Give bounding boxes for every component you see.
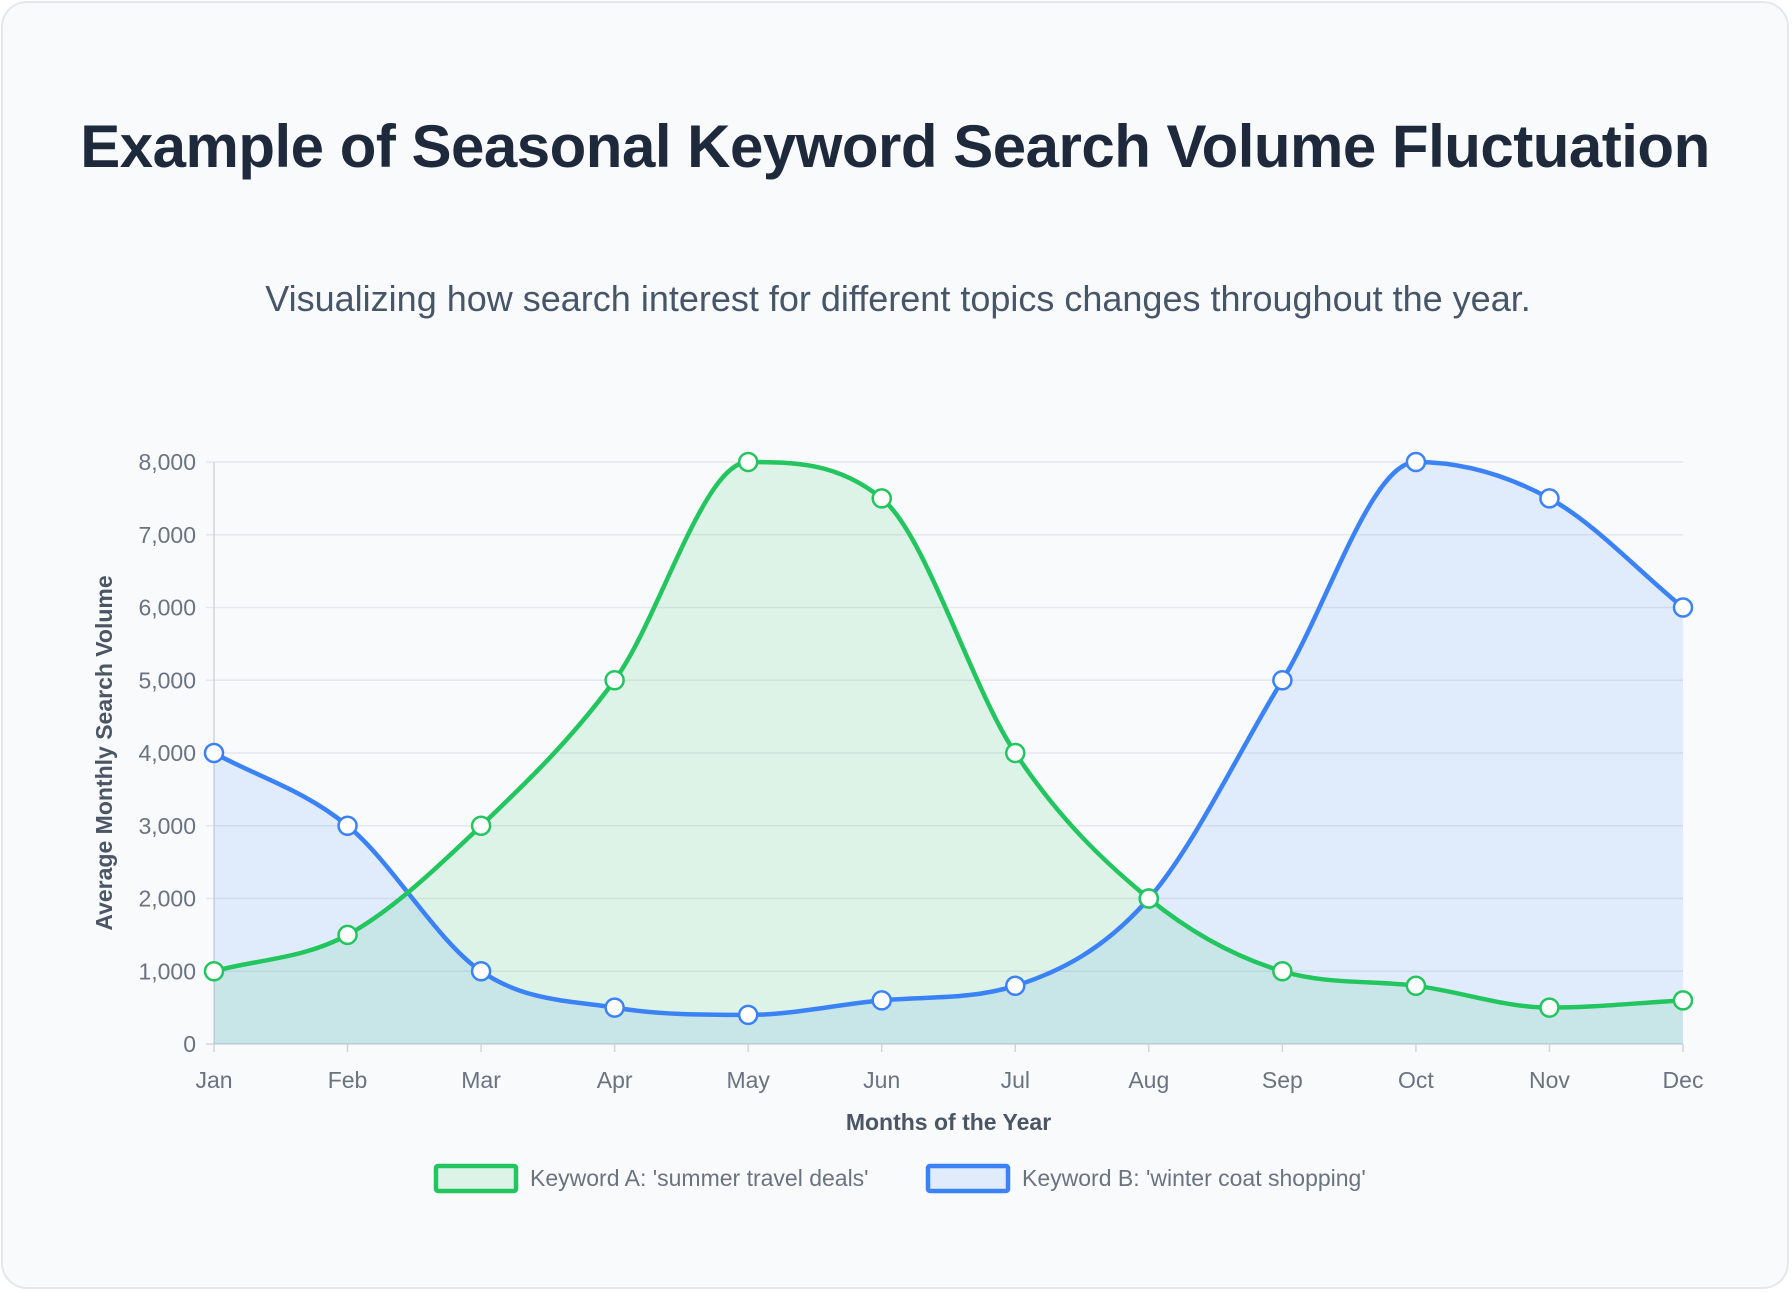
x-tick-label: Dec — [1663, 1067, 1704, 1093]
data-point — [337, 815, 358, 836]
series-areas — [214, 462, 1683, 1044]
data-point — [1405, 451, 1427, 473]
series-area — [214, 462, 1683, 1044]
data-point — [203, 742, 225, 764]
x-tick-label: Feb — [328, 1067, 368, 1093]
series-area — [214, 462, 1683, 1044]
data-point — [1005, 742, 1026, 764]
chart-subtitle: Visualizing how search interest for diff… — [265, 278, 1531, 319]
data-point — [1405, 975, 1427, 997]
legend-label: Keyword B: 'winter coat shopping' — [1022, 1165, 1366, 1191]
data-point — [1005, 975, 1026, 997]
x-tick-label: Nov — [1529, 1067, 1570, 1093]
data-point — [871, 488, 892, 509]
y-tick-label: 6,000 — [138, 595, 196, 621]
data-point — [337, 924, 358, 946]
data-point — [737, 1004, 759, 1026]
legend: Keyword A: 'summer travel deals' Keyword … — [433, 1163, 1366, 1194]
x-tick-label: Apr — [597, 1067, 633, 1093]
x-tick-label: Oct — [1398, 1067, 1434, 1093]
data-point — [871, 990, 892, 1011]
data-point — [604, 997, 625, 1018]
y-tick-label: 1,000 — [138, 958, 196, 984]
data-point — [604, 670, 625, 691]
y-tick-label: 5,000 — [138, 667, 196, 693]
x-tick-label: Jun — [863, 1067, 900, 1093]
x-axis-ticks: Jan Feb Mar Apr May Jun Jul Aug Sep Oct Nov Dec — [195, 1067, 1703, 1093]
y-tick-label: 0 — [183, 1031, 196, 1057]
x-tick-label: Jan — [195, 1067, 232, 1093]
x-tick-label: May — [726, 1067, 770, 1093]
y-tick-label: 8,000 — [138, 449, 196, 475]
data-point — [470, 961, 492, 982]
legend-swatch — [433, 1163, 519, 1194]
data-point — [1539, 488, 1560, 509]
data-point — [737, 451, 759, 473]
chart-title: Example of Seasonal Keyword Search Volum… — [80, 113, 1710, 180]
data-point — [1272, 961, 1293, 982]
series-points — [203, 451, 1694, 1026]
y-tick-label: 2,000 — [138, 886, 196, 912]
data-point — [203, 961, 225, 982]
data-point — [470, 815, 492, 836]
y-tick-label: 7,000 — [138, 522, 196, 548]
legend-swatch — [925, 1163, 1011, 1194]
y-tick-label: 3,000 — [138, 813, 196, 839]
data-point — [1138, 888, 1160, 909]
x-tick-label: Aug — [1128, 1067, 1169, 1093]
grid-lines — [206, 461, 1684, 1052]
x-tick-label: Mar — [461, 1067, 501, 1093]
x-tick-label: Sep — [1262, 1067, 1303, 1093]
x-axis-title: Months of the Year — [846, 1109, 1051, 1135]
data-point — [1539, 997, 1560, 1018]
y-axis-ticks: 0 1,000 2,000 3,000 4,000 5,000 6,000 7,000 8,00… — [138, 449, 196, 1057]
legend-label: Keyword A: 'summer travel deals' — [530, 1165, 869, 1191]
y-axis-title: Average Monthly Search Volume — [91, 575, 117, 930]
y-tick-label: 4,000 — [138, 740, 196, 766]
data-point — [1672, 990, 1694, 1011]
data-point — [1672, 597, 1694, 618]
x-tick-label: Jul — [1001, 1067, 1030, 1093]
data-point — [1272, 670, 1293, 691]
